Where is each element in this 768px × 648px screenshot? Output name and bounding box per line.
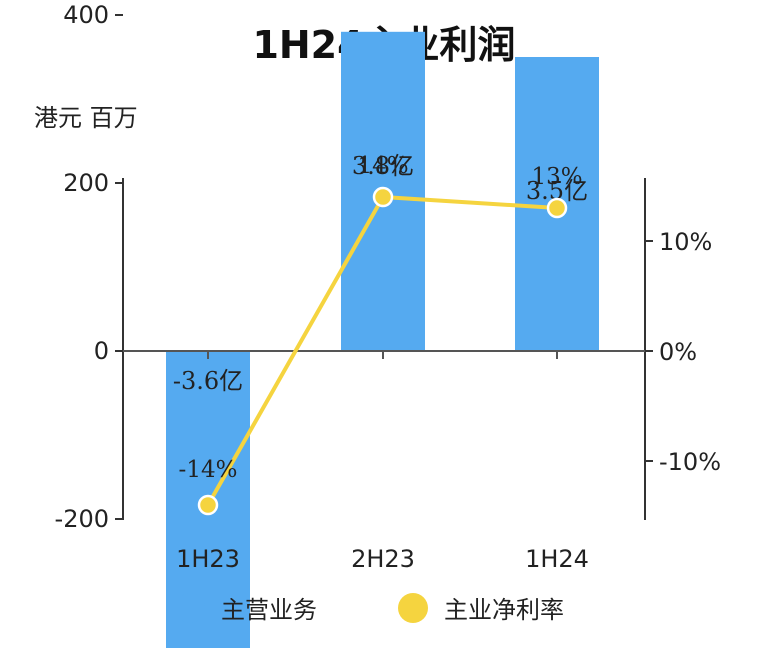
y-right-tick-label: 10% <box>659 228 712 256</box>
y-left-tick-label: 400 <box>63 1 109 29</box>
line-value-label: -14% <box>179 457 238 483</box>
y-left-tick-label: 200 <box>63 169 109 197</box>
legend-line-swatch <box>398 592 428 623</box>
x-tick-label: 2H23 <box>351 545 415 573</box>
legend-bar-swatch <box>175 592 205 623</box>
y-left-tick-label: 0 <box>94 337 109 365</box>
bar-value-label: 3.8亿 <box>352 152 414 180</box>
x-tick-label: 1H23 <box>176 545 240 573</box>
y-left-tick-label: -200 <box>55 505 109 533</box>
y-right-tick-label: 0% <box>659 338 697 366</box>
x-tick-label: 1H24 <box>525 545 589 573</box>
y-axis-unit: 港元 百万 <box>34 104 138 132</box>
legend-line-label: 主业净利率 <box>444 596 564 624</box>
line-point <box>372 186 394 208</box>
legend-item-bar: 主营业务 <box>175 590 317 625</box>
line-point <box>197 494 219 516</box>
line-value-label: 14% <box>357 153 408 179</box>
legend-item-line: 主业净利率 <box>398 590 564 625</box>
line-value-label: 13% <box>531 164 582 190</box>
bar-value-label: -3.6亿 <box>173 367 243 395</box>
legend-bar-label: 主营业务 <box>221 596 317 624</box>
y-right-tick-label: -10% <box>659 448 721 476</box>
line-point <box>546 197 568 219</box>
